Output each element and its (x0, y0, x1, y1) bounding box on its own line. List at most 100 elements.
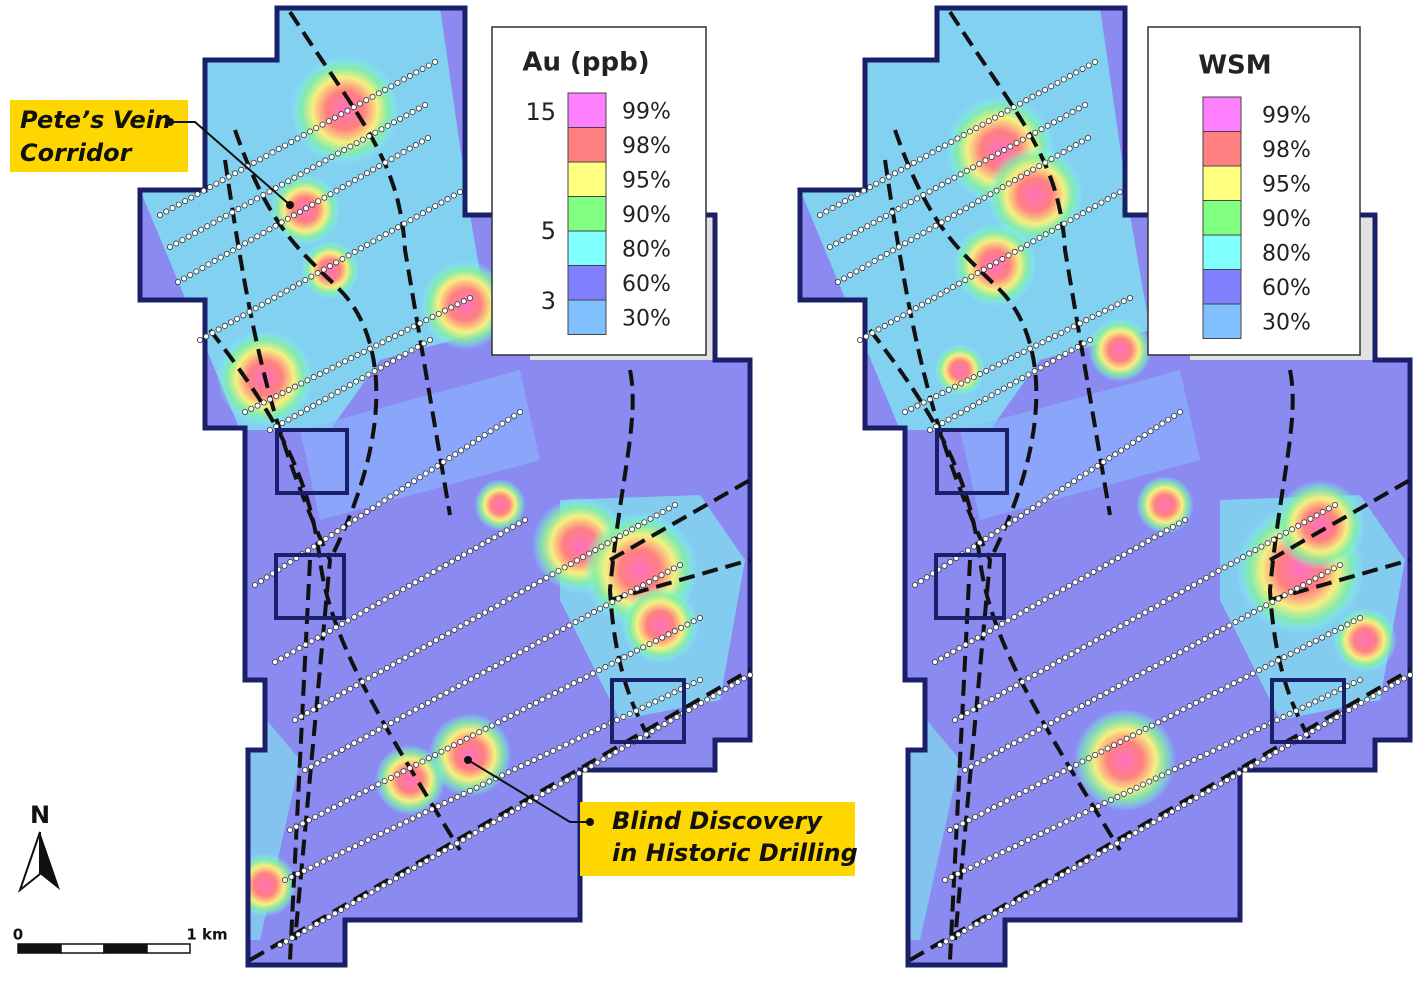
sample-point (491, 534, 498, 541)
north-arrow (17, 831, 41, 893)
sample-point (281, 142, 288, 149)
sample-point (429, 854, 436, 861)
sample-point (1109, 686, 1116, 693)
sample-point (577, 676, 584, 683)
sample-point (368, 889, 375, 896)
sample-point (1048, 83, 1055, 90)
sample-point (1035, 90, 1042, 97)
sample-point (970, 374, 977, 381)
sample-point (388, 156, 395, 163)
sample-point (1258, 543, 1265, 550)
sample-point (1078, 703, 1085, 710)
sample-point (1013, 140, 1020, 147)
sample-point (369, 603, 376, 610)
sample-point (608, 660, 615, 667)
sample-point (535, 639, 542, 646)
sample-point (405, 868, 412, 875)
sample-point (438, 199, 445, 206)
sample-point (302, 641, 309, 648)
sample-point (910, 159, 917, 166)
sample-point (209, 329, 216, 336)
sample-point (198, 226, 205, 233)
sample-point (399, 485, 406, 492)
sample-point (1096, 565, 1103, 572)
sample-point (301, 927, 308, 934)
sample-point (1350, 680, 1357, 687)
sample-point (1056, 658, 1063, 665)
sample-point (685, 707, 692, 714)
sample-point (478, 826, 485, 833)
sample-point (431, 59, 438, 66)
sample-point (939, 420, 946, 427)
sample-point (965, 817, 972, 824)
sample-point (1103, 689, 1110, 696)
sample-point (254, 233, 261, 240)
sample-point (1151, 534, 1158, 541)
sample-point (1028, 889, 1035, 896)
legend-label: 80% (622, 237, 671, 262)
sample-point (358, 840, 365, 847)
sample-point (1325, 692, 1332, 699)
sample-point (999, 620, 1006, 627)
sample-point (1174, 709, 1181, 716)
sample-point (1121, 551, 1128, 558)
sample-point (297, 171, 304, 178)
sample-point (199, 264, 206, 271)
sample-point (1141, 609, 1148, 616)
sample-point (344, 107, 351, 114)
sample-point (252, 305, 259, 312)
sample-point (932, 185, 939, 192)
legend-label: 95% (1262, 172, 1311, 197)
sample-point (1407, 672, 1414, 679)
sample-point (304, 377, 311, 384)
sample-point (1065, 482, 1072, 489)
legend-scale-label: 15 (525, 98, 556, 126)
sample-point (339, 184, 346, 191)
sample-point (368, 784, 375, 791)
sample-point (272, 222, 279, 229)
sample-point (221, 322, 228, 329)
sample-point (1047, 774, 1054, 781)
sample-point (986, 855, 993, 862)
sample-point (441, 307, 448, 314)
sample-point (320, 756, 327, 763)
sample-point (323, 367, 330, 374)
sample-point (1003, 797, 1010, 804)
sample-point (222, 212, 229, 219)
sample-point (386, 878, 393, 885)
sample-point (515, 805, 522, 812)
sample-point (322, 699, 329, 706)
sample-point (1101, 847, 1108, 854)
sample-point (1078, 138, 1085, 145)
sample-point (1030, 238, 1037, 245)
sample-point (1169, 523, 1176, 530)
sample-point (1044, 827, 1051, 834)
sample-point (1135, 435, 1142, 442)
sample-point (503, 527, 510, 534)
sample-point (416, 812, 423, 819)
sample-point (408, 347, 415, 354)
sample-point (350, 899, 357, 906)
sample-point (524, 760, 531, 767)
sample-point (1016, 791, 1023, 798)
sample-point (454, 301, 461, 308)
sample-point (1073, 213, 1080, 220)
sample-point (1221, 564, 1228, 571)
sample-point (346, 381, 353, 388)
legend-title: WSM (1198, 51, 1271, 81)
sample-point (362, 787, 369, 794)
sample-point (383, 361, 390, 368)
sample-point (567, 560, 574, 567)
sample-point (690, 680, 697, 687)
legend-label: 90% (1262, 207, 1311, 232)
sample-point (266, 396, 273, 403)
sample-point (665, 631, 672, 638)
sample-point (1218, 686, 1225, 693)
sample-point (1108, 558, 1115, 565)
sample-point (962, 641, 969, 648)
sample-point (992, 750, 999, 757)
sample-point (851, 230, 858, 237)
sample-point (1189, 642, 1196, 649)
sample-point (1053, 589, 1060, 596)
